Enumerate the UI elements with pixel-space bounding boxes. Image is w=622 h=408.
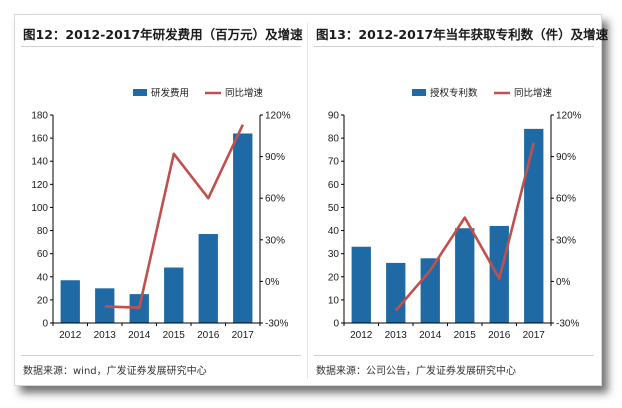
y-tick-label: 40	[37, 272, 49, 283]
y-tick-label: 60	[328, 180, 340, 191]
bar-2017	[233, 133, 252, 323]
y2-tick-label: -30%	[556, 319, 579, 330]
y2-tick-label: 30%	[556, 235, 576, 246]
bar-2015	[164, 268, 183, 323]
y2-tick-label: 0%	[556, 277, 571, 288]
x-tick-label: 2012	[59, 330, 82, 341]
y2-tick-label: 0%	[265, 277, 280, 288]
y-tick-label: 80	[37, 226, 49, 237]
y2-tick-label: 120%	[265, 111, 291, 122]
y-tick-label: 40	[328, 226, 340, 237]
y2-tick-label: 30%	[265, 235, 285, 246]
legend-bar-swatch	[412, 89, 426, 96]
y2-tick-label: 60%	[265, 194, 285, 205]
x-tick-label: 2013	[94, 330, 117, 341]
y2-tick-label: 90%	[556, 152, 576, 163]
panel-patents: 图13：2012-2017年当年获取专利数（件）及增速 授权专利数同比增速010…	[308, 15, 600, 385]
y-tick-label: 70	[328, 157, 340, 168]
y-tick-label: 180	[31, 111, 48, 122]
y-tick-label: 20	[37, 295, 49, 306]
rd-expense-chart: 研发费用 同比增速 0 20 40 60 80 100 120 140 160 180 -30% 0% 30…	[15, 49, 307, 353]
report-page: 图12：2012-2017年研发费用（百万元）及增速 研发费用 同比增速 0 20 40…	[14, 14, 602, 386]
y-tick-label: 50	[328, 203, 340, 214]
x-tick-label: 2012	[350, 330, 373, 341]
bar-2013	[386, 263, 405, 323]
y-tick-label: 0	[333, 319, 339, 330]
bar-2017	[524, 129, 543, 323]
panel-rd-expense: 图12：2012-2017年研发费用（百万元）及增速 研发费用 同比增速 0 20 40…	[15, 15, 307, 385]
y-tick-label: 100	[31, 203, 48, 214]
source-rule	[21, 355, 301, 356]
y-tick-label: 0	[42, 319, 48, 330]
legend-bar-label: 研发费用	[151, 87, 189, 99]
legend-bar-label: 授权专利数	[430, 87, 478, 99]
x-tick-label: 2016	[488, 330, 511, 341]
y-tick-label: 120	[31, 180, 48, 191]
y-tick-label: 80	[328, 134, 340, 145]
y2-tick-label: 60%	[556, 194, 576, 205]
y-tick-label: 160	[31, 134, 48, 145]
y-tick-label: 90	[328, 111, 340, 122]
patents-chart: 授权专利数 同比增速 0 10 20 30 40 50 60 70 80 90 -30% 0% 30% 60%…	[308, 49, 600, 353]
y-tick-label: 30	[328, 249, 340, 260]
title-rule	[21, 46, 301, 47]
title-rule	[314, 46, 594, 47]
y-tick-label: 140	[31, 157, 48, 168]
bar-2016	[199, 234, 218, 323]
x-tick-label: 2013	[385, 330, 408, 341]
legend-line-label: 同比增速	[225, 87, 264, 99]
x-tick-label: 2016	[197, 330, 220, 341]
bar-2014	[421, 258, 440, 323]
y2-tick-label: 90%	[265, 152, 285, 163]
x-tick-label: 2015	[163, 330, 186, 341]
legend-bar-swatch	[133, 89, 147, 96]
x-tick-label: 2017	[232, 330, 255, 341]
y-tick-label: 10	[328, 295, 340, 306]
legend-line-label: 同比增速	[514, 87, 553, 99]
source-note: 数据来源：wind，广发证券发展研究中心	[23, 362, 207, 377]
bar-2012	[61, 280, 80, 323]
y-tick-label: 60	[37, 249, 49, 260]
source-note: 数据来源：公司公告，广发证券发展研究中心	[316, 362, 516, 377]
y2-tick-label: 120%	[556, 111, 582, 122]
y-tick-label: 20	[328, 272, 340, 283]
bar-2015	[455, 228, 474, 323]
source-rule	[314, 355, 594, 356]
bar-2012	[352, 247, 371, 323]
y2-tick-label: -30%	[265, 319, 288, 330]
figure-title: 图12：2012-2017年研发费用（百万元）及增速	[23, 24, 303, 43]
x-tick-label: 2014	[419, 330, 442, 341]
figure-title: 图13：2012-2017年当年获取专利数（件）及增速	[316, 24, 608, 43]
x-tick-label: 2015	[454, 330, 477, 341]
x-tick-label: 2017	[523, 330, 546, 341]
x-tick-label: 2014	[128, 330, 151, 341]
